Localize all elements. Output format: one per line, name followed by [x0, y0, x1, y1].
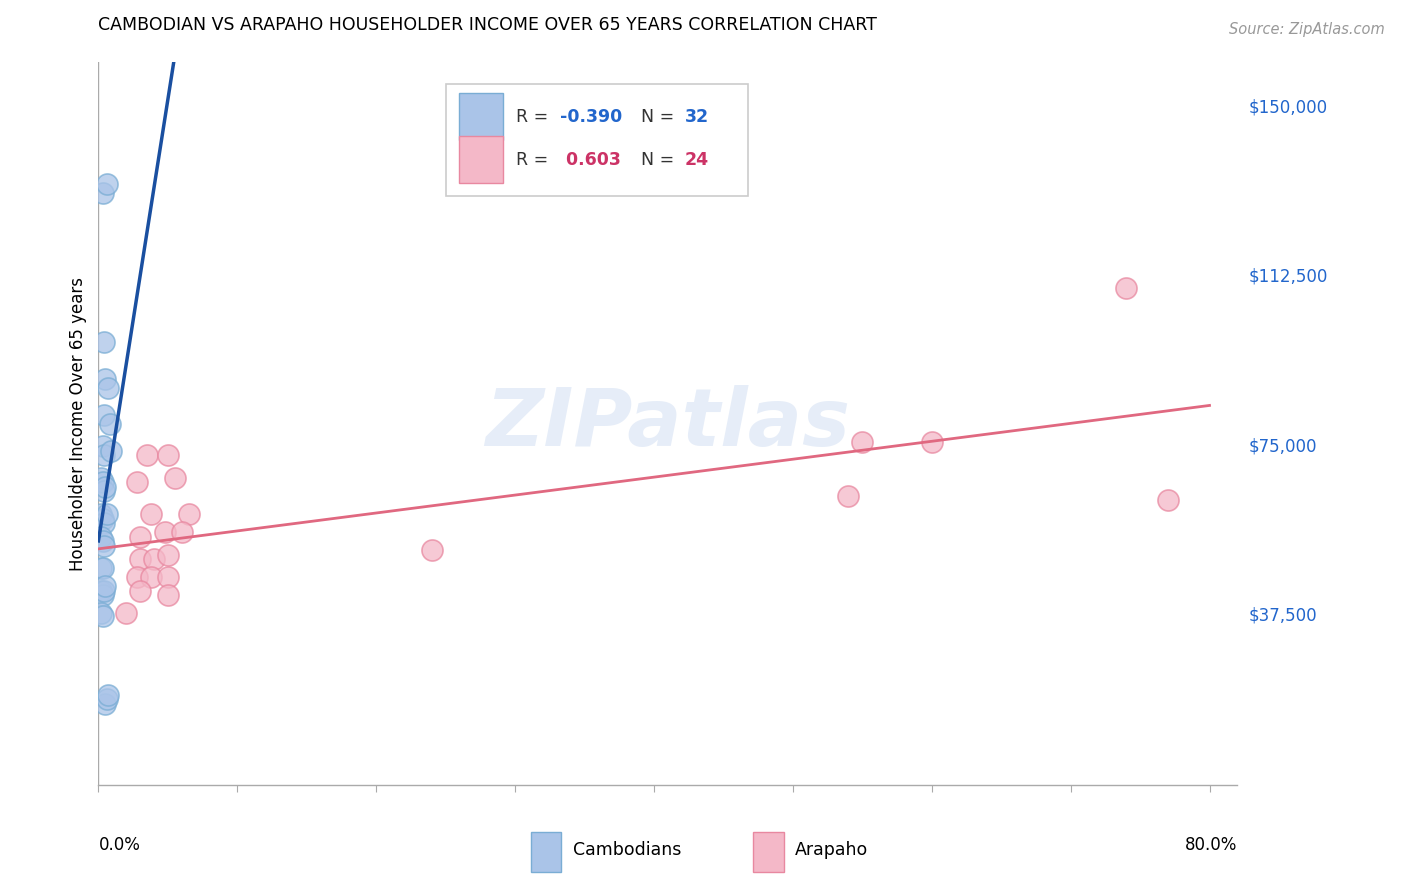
Point	[143, 552, 166, 566]
Point	[170, 524, 193, 539]
Point	[97, 688, 120, 702]
Text: Cambodians: Cambodians	[572, 841, 682, 859]
Text: R =: R =	[516, 151, 554, 169]
Point	[93, 516, 115, 530]
Point	[97, 380, 120, 394]
Point	[91, 588, 114, 602]
Point	[91, 475, 114, 490]
Point	[94, 579, 117, 593]
Text: $75,000: $75,000	[1249, 437, 1317, 455]
Y-axis label: Householder Income Over 65 years: Householder Income Over 65 years	[69, 277, 87, 571]
Point	[127, 570, 149, 584]
Text: R =: R =	[516, 108, 554, 126]
Point	[96, 692, 118, 706]
Point	[91, 534, 114, 549]
Point	[91, 511, 114, 525]
Point	[93, 335, 115, 350]
Point	[91, 561, 114, 575]
Point	[837, 489, 859, 503]
Point	[96, 178, 118, 192]
Text: N =: N =	[630, 108, 681, 126]
Text: $150,000: $150,000	[1249, 99, 1327, 117]
Point	[141, 570, 163, 584]
Point	[153, 524, 176, 539]
Point	[90, 561, 112, 575]
Text: CAMBODIAN VS ARAPAHO HOUSEHOLDER INCOME OVER 65 YEARS CORRELATION CHART: CAMBODIAN VS ARAPAHO HOUSEHOLDER INCOME …	[98, 15, 877, 34]
Point	[98, 417, 121, 431]
Point	[127, 475, 149, 490]
Point	[94, 480, 117, 494]
Text: 80.0%: 80.0%	[1185, 836, 1237, 854]
Point	[96, 507, 118, 521]
Point	[91, 439, 114, 453]
Point	[90, 471, 112, 485]
Point	[93, 583, 115, 598]
Point	[93, 448, 115, 462]
Text: N =: N =	[630, 151, 681, 169]
Text: 0.603: 0.603	[560, 151, 620, 169]
Point	[129, 583, 152, 598]
Text: -0.390: -0.390	[560, 108, 621, 126]
FancyBboxPatch shape	[446, 84, 748, 196]
Point	[1157, 493, 1180, 508]
Text: 32: 32	[685, 108, 709, 126]
Point	[90, 583, 112, 598]
Text: $112,500: $112,500	[1249, 268, 1327, 286]
Point	[163, 471, 186, 485]
Point	[177, 507, 200, 521]
Point	[94, 697, 117, 711]
Point	[90, 607, 112, 621]
Point	[94, 371, 117, 385]
Point	[129, 552, 152, 566]
Text: Arapaho: Arapaho	[794, 841, 868, 859]
Text: $37,500: $37,500	[1249, 607, 1317, 624]
Text: 24: 24	[685, 151, 709, 169]
Point	[93, 539, 115, 553]
FancyBboxPatch shape	[460, 136, 503, 184]
Point	[129, 530, 152, 544]
FancyBboxPatch shape	[460, 93, 503, 140]
Point	[115, 607, 138, 621]
Point	[156, 548, 179, 562]
Point	[851, 434, 873, 449]
Text: ZIPatlas: ZIPatlas	[485, 384, 851, 463]
Point	[91, 186, 114, 201]
FancyBboxPatch shape	[531, 832, 561, 871]
Text: Source: ZipAtlas.com: Source: ZipAtlas.com	[1229, 22, 1385, 37]
FancyBboxPatch shape	[754, 832, 783, 871]
Text: 0.0%: 0.0%	[98, 836, 141, 854]
Point	[156, 588, 179, 602]
Point	[93, 408, 115, 422]
Point	[921, 434, 943, 449]
Point	[1115, 281, 1137, 295]
Point	[156, 570, 179, 584]
Point	[156, 448, 179, 462]
Point	[141, 507, 163, 521]
Point	[100, 443, 122, 458]
Point	[90, 530, 112, 544]
Point	[93, 484, 115, 499]
Point	[91, 608, 114, 623]
Point	[90, 507, 112, 521]
Point	[136, 448, 159, 462]
Point	[420, 543, 443, 558]
